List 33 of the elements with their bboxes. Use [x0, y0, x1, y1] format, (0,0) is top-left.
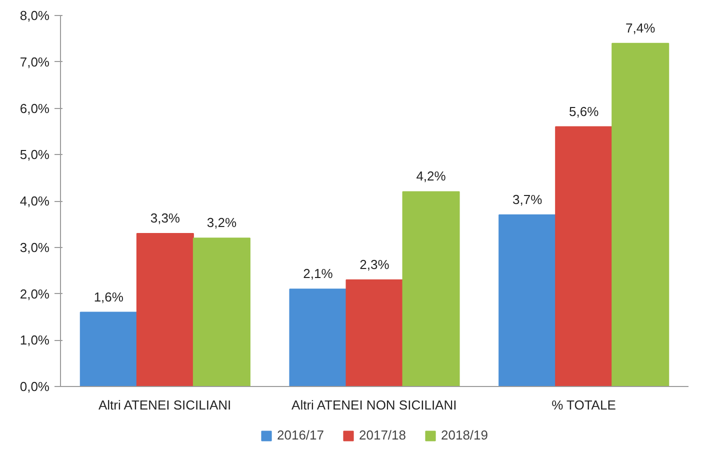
bar — [289, 288, 347, 386]
bar — [136, 232, 194, 386]
y-tick-label: 6,0% — [20, 100, 50, 116]
y-tick-label: 8,0% — [20, 8, 50, 23]
bar — [80, 312, 138, 386]
bar — [555, 126, 613, 386]
bar — [192, 238, 250, 386]
bar — [612, 42, 670, 386]
y-tick-label: 4,0% — [20, 194, 50, 208]
legend-label: 2017/18 — [359, 428, 406, 442]
y-tick-label: 5,0% — [20, 147, 50, 162]
x-tick-label: Altri ATENEI NON SICILIANI — [292, 398, 457, 412]
bar — [346, 279, 404, 386]
data-label: 7,4% — [626, 20, 656, 36]
y-tick-label: 3,0% — [20, 240, 50, 255]
data-label: 2,1% — [303, 266, 334, 282]
data-label: 1,6% — [94, 289, 124, 304]
data-label: 4,2% — [416, 168, 446, 184]
y-tick-label: 7,0% — [20, 54, 50, 70]
y-tick-label: 2,0% — [20, 286, 50, 302]
data-label: 3,2% — [206, 215, 237, 230]
legend-label: 2016/17 — [277, 428, 324, 442]
bar — [402, 191, 460, 386]
y-tick-label: 0,0% — [20, 379, 50, 394]
data-label: 5,6% — [569, 104, 600, 119]
data-label: 3,3% — [150, 210, 180, 226]
data-label: 3,7% — [512, 192, 543, 207]
data-label: 2,3% — [360, 256, 390, 272]
bar — [498, 214, 556, 386]
x-tick-label: % TOTALE — [552, 398, 616, 412]
legend-label: 2018/19 — [441, 428, 488, 442]
x-tick-label: Altri ATENEI SICILIANI — [98, 398, 232, 412]
y-tick-label: 1,0% — [20, 332, 50, 348]
